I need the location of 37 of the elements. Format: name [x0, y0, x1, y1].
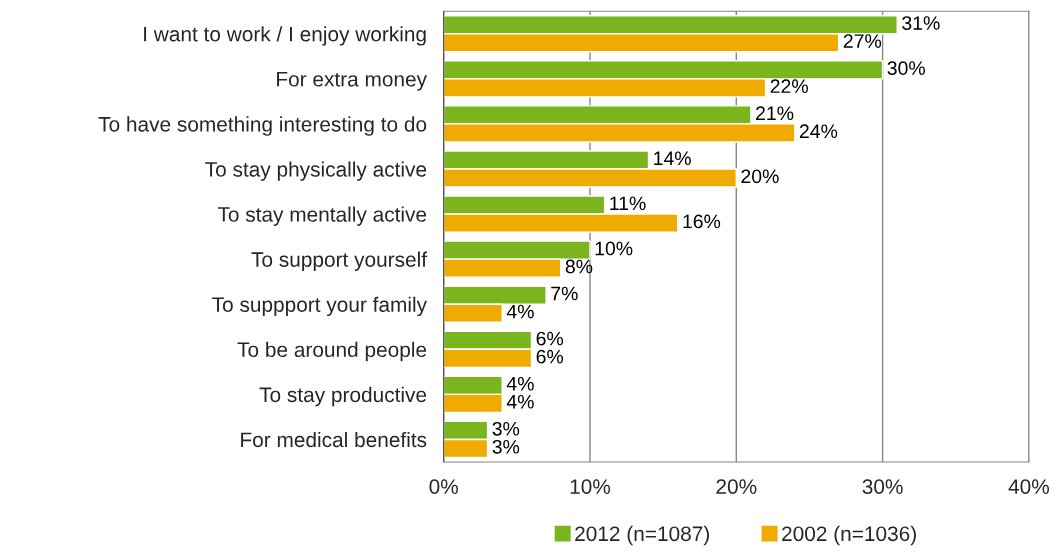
data-label: 21%: [756, 106, 794, 121]
x-tick-label: 10%: [570, 479, 611, 494]
data-label: 6%: [536, 349, 564, 364]
data-label: 7%: [551, 286, 578, 301]
data-label: 8%: [565, 259, 593, 274]
y-tick-label: To stay physically active: [205, 161, 427, 181]
data-label: 10%: [595, 241, 633, 256]
y-tick-label: To be around people: [237, 341, 427, 362]
y-tick-label: I want to work / I enjoy working: [144, 26, 426, 46]
data-label: 31%: [902, 16, 940, 30]
data-label: 16%: [683, 214, 721, 229]
data-label: 11%: [610, 196, 646, 211]
data-label: 3%: [492, 439, 520, 454]
y-tick-label: For medical benefits: [241, 431, 427, 448]
y-tick-label: To suppport your family: [212, 296, 427, 317]
data-label: 20%: [741, 169, 779, 184]
data-label: 6%: [536, 331, 564, 346]
legend-label: 2012 (n=1087): [575, 525, 709, 546]
data-label: 4%: [506, 304, 534, 319]
x-tick-label: 0%: [429, 479, 458, 494]
data-label: 4%: [506, 376, 534, 391]
data-label: 24%: [799, 124, 838, 139]
data-label: 30%: [887, 61, 925, 76]
x-tick-label: 20%: [716, 479, 757, 494]
data-label: 3%: [492, 421, 520, 436]
data-label: 27%: [843, 34, 882, 48]
data-label: 4%: [506, 394, 534, 409]
data-label: 14%: [654, 151, 691, 166]
y-tick-label: To stay productive: [259, 386, 427, 407]
x-tick-label: 40%: [1008, 479, 1049, 494]
y-tick-label: To support yourself: [251, 251, 428, 272]
data-label: 22%: [770, 79, 808, 93]
x-tick-label: 30%: [862, 479, 903, 494]
y-tick-label: To stay mentally active: [217, 206, 427, 226]
y-tick-label: To have something interesting to do: [98, 116, 427, 136]
legend-label: 2002 (n=1036): [782, 525, 916, 546]
y-tick-label: For extra money: [277, 72, 427, 91]
